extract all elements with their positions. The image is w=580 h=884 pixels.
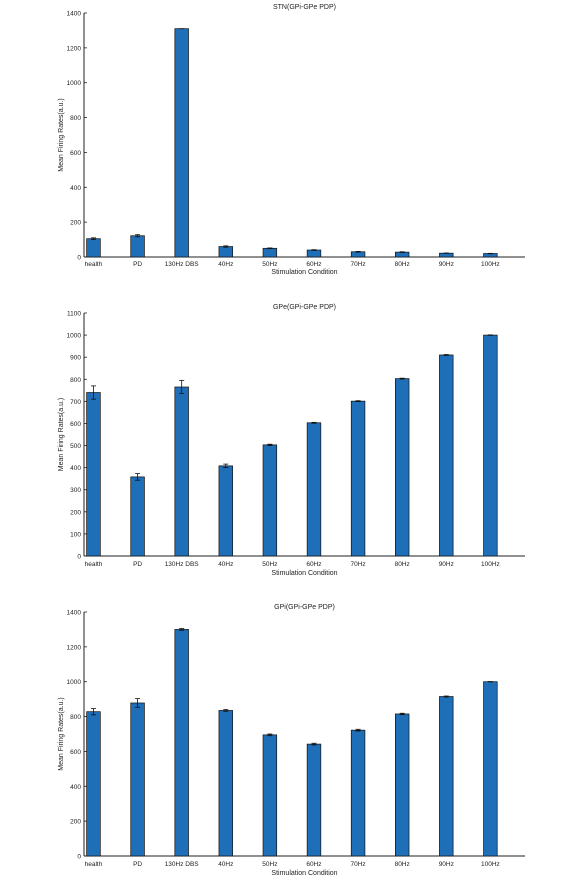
gpe-bar-70hz — [350, 400, 366, 557]
gpe-y-axis-label: Mean Firing Rates(a.u.) — [58, 398, 65, 472]
gpi-x-tick-label-90hz: 90Hz — [439, 861, 454, 868]
gpe-y-tick-label: 800 — [70, 377, 81, 384]
stn-y-tick-label: 600 — [70, 150, 81, 157]
gpe-x-tick-label-70hz: 70Hz — [350, 561, 365, 568]
stn-x-tick-label-60hz: 60Hz — [306, 261, 321, 268]
stn-bar-pd — [130, 235, 145, 258]
gpi-bar-60hz — [306, 743, 322, 857]
gpe-y-tick-label: 600 — [70, 421, 81, 428]
gpi-bar-90hz — [439, 696, 454, 857]
gpe-y-tick-label: 0 — [77, 554, 81, 561]
gpi-y-tick-label: 800 — [70, 714, 81, 721]
gpe-bar-130hz-dbs — [174, 386, 189, 557]
gpi-bar-pd — [130, 702, 145, 857]
gpi-chart-title: GPi(GPi-GPe PDP) — [274, 604, 335, 611]
gpe-bar-100hz — [483, 334, 498, 557]
stn-chart-title: STN(GPi-GPe PDP) — [273, 4, 336, 11]
gpe-bar-90hz — [439, 354, 454, 557]
gpe-y-tick-label: 100 — [70, 531, 81, 538]
stn-bar-50hz — [262, 247, 278, 258]
gpe-x-tick-label-100hz: 100Hz — [481, 561, 500, 568]
stn-x-tick-label-pd: PD — [133, 261, 142, 268]
gpi-x-tick-label-130hz-dbs: 130Hz DBS — [165, 861, 200, 868]
gpe-bar-60hz — [306, 422, 322, 557]
gpi-bar-100hz — [483, 681, 498, 857]
gpe-x-axis-label: Stimulation Condition — [271, 570, 337, 577]
stn-bar-40hz — [218, 246, 233, 258]
stn-x-tick-label-health: health — [85, 261, 103, 268]
gpe-chart: 0 100 200 300 400 500 600 700 800 900 1000 1100 heal… — [58, 304, 525, 577]
gpe-y-tick-label: 700 — [70, 399, 81, 406]
gpe-y-tick-label: 400 — [70, 465, 81, 472]
stn-bar-health — [86, 238, 101, 258]
gpi-y-tick-label: 400 — [70, 784, 81, 791]
gpi-x-tick-label-60hz: 60Hz — [306, 861, 321, 868]
gpi-x-tick-label-health: health — [85, 861, 103, 868]
stn-x-tick-label-40hz: 40Hz — [218, 261, 233, 268]
gpe-bar-50hz — [262, 444, 278, 557]
stn-x-tick-label-90hz: 90Hz — [439, 261, 454, 268]
stn-x-tick-label-100hz: 100Hz — [481, 261, 500, 268]
stn-bar-130hz-dbs — [174, 28, 189, 258]
gpi-y-axis-label: Mean Firing Rates(a.u.) — [58, 697, 65, 771]
stn-x-tick-label-70hz: 70Hz — [350, 261, 365, 268]
gpi-bar-40hz — [218, 710, 233, 857]
gpe-bar-pd — [130, 476, 145, 557]
gpe-x-tick-label-90hz: 90Hz — [439, 561, 454, 568]
gpi-y-tick-label: 0 — [77, 854, 81, 861]
stn-y-axis-label: Mean Firing Rates(a.u.) — [58, 98, 65, 172]
stn-x-tick-label-50hz: 50Hz — [262, 261, 277, 268]
stn-y-tick-label: 0 — [77, 255, 81, 262]
gpe-x-tick-label-pd: PD — [133, 561, 142, 568]
stn-y-tick-label: 800 — [70, 115, 81, 122]
gpi-x-tick-label-40hz: 40Hz — [218, 861, 233, 868]
stn-bar-60hz — [306, 249, 322, 258]
gpi-x-axis-label: Stimulation Condition — [271, 870, 337, 877]
gpe-y-tick-label: 900 — [70, 355, 81, 362]
stn-x-axis-label: Stimulation Condition — [271, 269, 337, 276]
gpe-x-tick-label-130hz-dbs: 130Hz DBS — [165, 561, 200, 568]
stn-chart: 0 200 400 600 800 1000 1200 1400 health PD 130Hz D… — [58, 4, 525, 276]
gpi-x-tick-label-100hz: 100Hz — [481, 861, 500, 868]
stn-y-tick-label: 1200 — [67, 45, 82, 52]
gpi-chart: 0 200 400 600 800 1000 1200 1400 health PD 130Hz D… — [58, 604, 525, 877]
gpi-y-tick-label: 600 — [70, 749, 81, 756]
gpe-y-tick-label: 200 — [70, 509, 81, 516]
gpi-bar-health — [86, 711, 101, 857]
stn-y-tick-label: 1400 — [67, 11, 82, 18]
gpe-chart-title: GPe(GPi-GPe PDP) — [273, 304, 336, 311]
stn-y-tick-label: 200 — [70, 220, 81, 227]
gpi-x-tick-label-70hz: 70Hz — [350, 861, 365, 868]
gpe-bar-health — [86, 392, 101, 557]
gpi-bar-80hz — [394, 713, 410, 857]
gpe-y-tick-label: 1100 — [67, 311, 81, 318]
gpe-x-tick-label-80hz: 80Hz — [395, 561, 410, 568]
gpi-y-tick-label: 1200 — [67, 644, 82, 651]
gpi-bar-50hz — [262, 734, 278, 857]
gpe-y-tick-label: 300 — [70, 487, 81, 494]
gpi-x-tick-label-pd: PD — [133, 861, 142, 868]
gpi-x-tick-label-50hz: 50Hz — [262, 861, 277, 868]
gpi-y-tick-label: 1400 — [67, 610, 82, 617]
stn-bar-70hz — [350, 251, 366, 258]
stn-y-tick-label: 400 — [70, 185, 81, 192]
gpi-x-tick-label-80hz: 80Hz — [395, 861, 410, 868]
gpe-x-tick-label-health: health — [85, 561, 103, 568]
gpe-y-tick-label: 500 — [70, 443, 81, 450]
gpi-y-tick-label: 1000 — [67, 679, 82, 686]
gpe-x-tick-label-50hz: 50Hz — [262, 561, 277, 568]
stn-y-tick-label: 1000 — [67, 80, 82, 87]
gpe-bar-40hz — [218, 465, 233, 557]
gpi-bar-130hz-dbs — [174, 629, 189, 857]
gpi-bar-70hz — [350, 729, 366, 857]
gpe-bar-80hz — [394, 378, 410, 557]
gpe-x-tick-label-40hz: 40Hz — [218, 561, 233, 568]
stn-bar-90hz — [439, 252, 454, 258]
stn-x-tick-label-130hz-dbs: 130Hz DBS — [165, 261, 200, 268]
gpe-x-tick-label-60hz: 60Hz — [306, 561, 321, 568]
stn-x-tick-label-80hz: 80Hz — [395, 261, 410, 268]
gpi-y-tick-label: 200 — [70, 819, 81, 826]
gpe-y-tick-label: 1000 — [67, 333, 82, 340]
